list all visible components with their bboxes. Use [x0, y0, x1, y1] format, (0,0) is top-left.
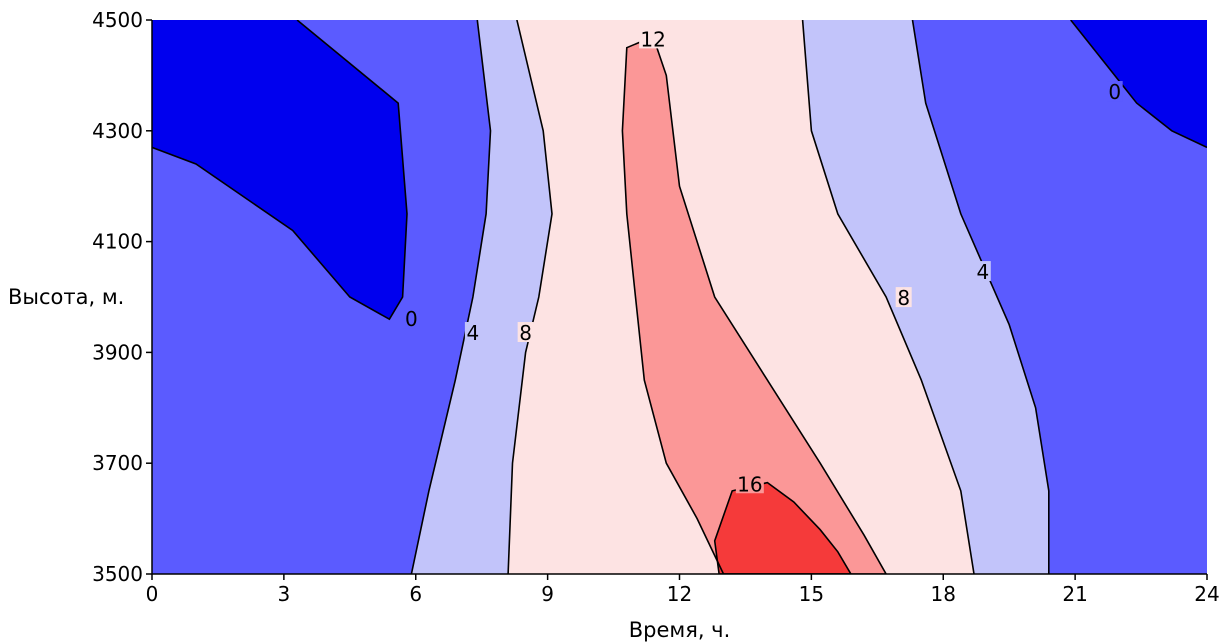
plot-area: 0 4 8 12 16 8 4 0 [152, 20, 1207, 574]
contour-label-bg-6 [974, 261, 991, 282]
contour-label-bg-5 [895, 287, 912, 308]
contour-label-4-6: 4 [976, 260, 989, 284]
contour-label-8-5: 8 [897, 286, 910, 310]
band-12-to-16 [622, 36, 887, 574]
contour-label-8-2: 8 [519, 321, 532, 345]
contour-label-0-7: 0 [1108, 80, 1121, 104]
x-tick-label-3: 3 [278, 582, 291, 606]
y-tick-label-4500: 4500 [92, 8, 143, 32]
x-tick-label-24: 24 [1194, 582, 1219, 606]
contour-label-bg-3 [639, 28, 668, 49]
y-axis-title: Высота, м. [8, 285, 124, 309]
y-tick-label-4100: 4100 [92, 230, 143, 254]
region-below-0-left [152, 20, 407, 320]
contour-label-bg-1 [464, 322, 481, 343]
contour-label-bg-4 [735, 473, 764, 494]
x-tick-label-6: 6 [409, 582, 422, 606]
contour-line-4-2 [410, 20, 492, 574]
x-tick-label-9: 9 [541, 582, 554, 606]
contour-label-bg-0 [403, 308, 420, 329]
contour-label-bg-7 [1106, 81, 1123, 102]
axes: 0 3 6 9 12 15 18 21 24 3500 3700 3900 4100 4300 4500 [92, 8, 1220, 606]
contour-label-4-1: 4 [467, 321, 480, 345]
contour-line-12-6 [621, 35, 888, 574]
region-above-16 [714, 482, 851, 574]
y-tick-label-3700: 3700 [92, 451, 143, 475]
y-tick-label-3900: 3900 [92, 340, 143, 364]
y-tick-label-3500: 3500 [92, 562, 143, 586]
contour-line-4-5 [911, 20, 1050, 574]
x-tick-label-21: 21 [1062, 582, 1087, 606]
contour-line-16-7 [713, 481, 852, 574]
contour-line-0-1 [1070, 20, 1207, 149]
contour-line-8-3 [507, 20, 553, 574]
x-tick-label-18: 18 [931, 582, 956, 606]
x-tick-label-0: 0 [146, 582, 159, 606]
contour-line-0-0 [152, 20, 408, 321]
x-tick-label-12: 12 [667, 582, 692, 606]
region-below-0-right [1070, 20, 1207, 148]
contour-label-bg-2 [517, 322, 534, 343]
contour-label-12-3: 12 [640, 27, 665, 51]
contour-label-16-4: 16 [737, 472, 762, 496]
contour-line-8-4 [801, 20, 975, 574]
x-tick-label-15: 15 [799, 582, 824, 606]
contour-label-0-0: 0 [405, 307, 418, 331]
x-axis-title: Время, ч. [629, 618, 731, 642]
y-tick-label-4300: 4300 [92, 119, 143, 143]
